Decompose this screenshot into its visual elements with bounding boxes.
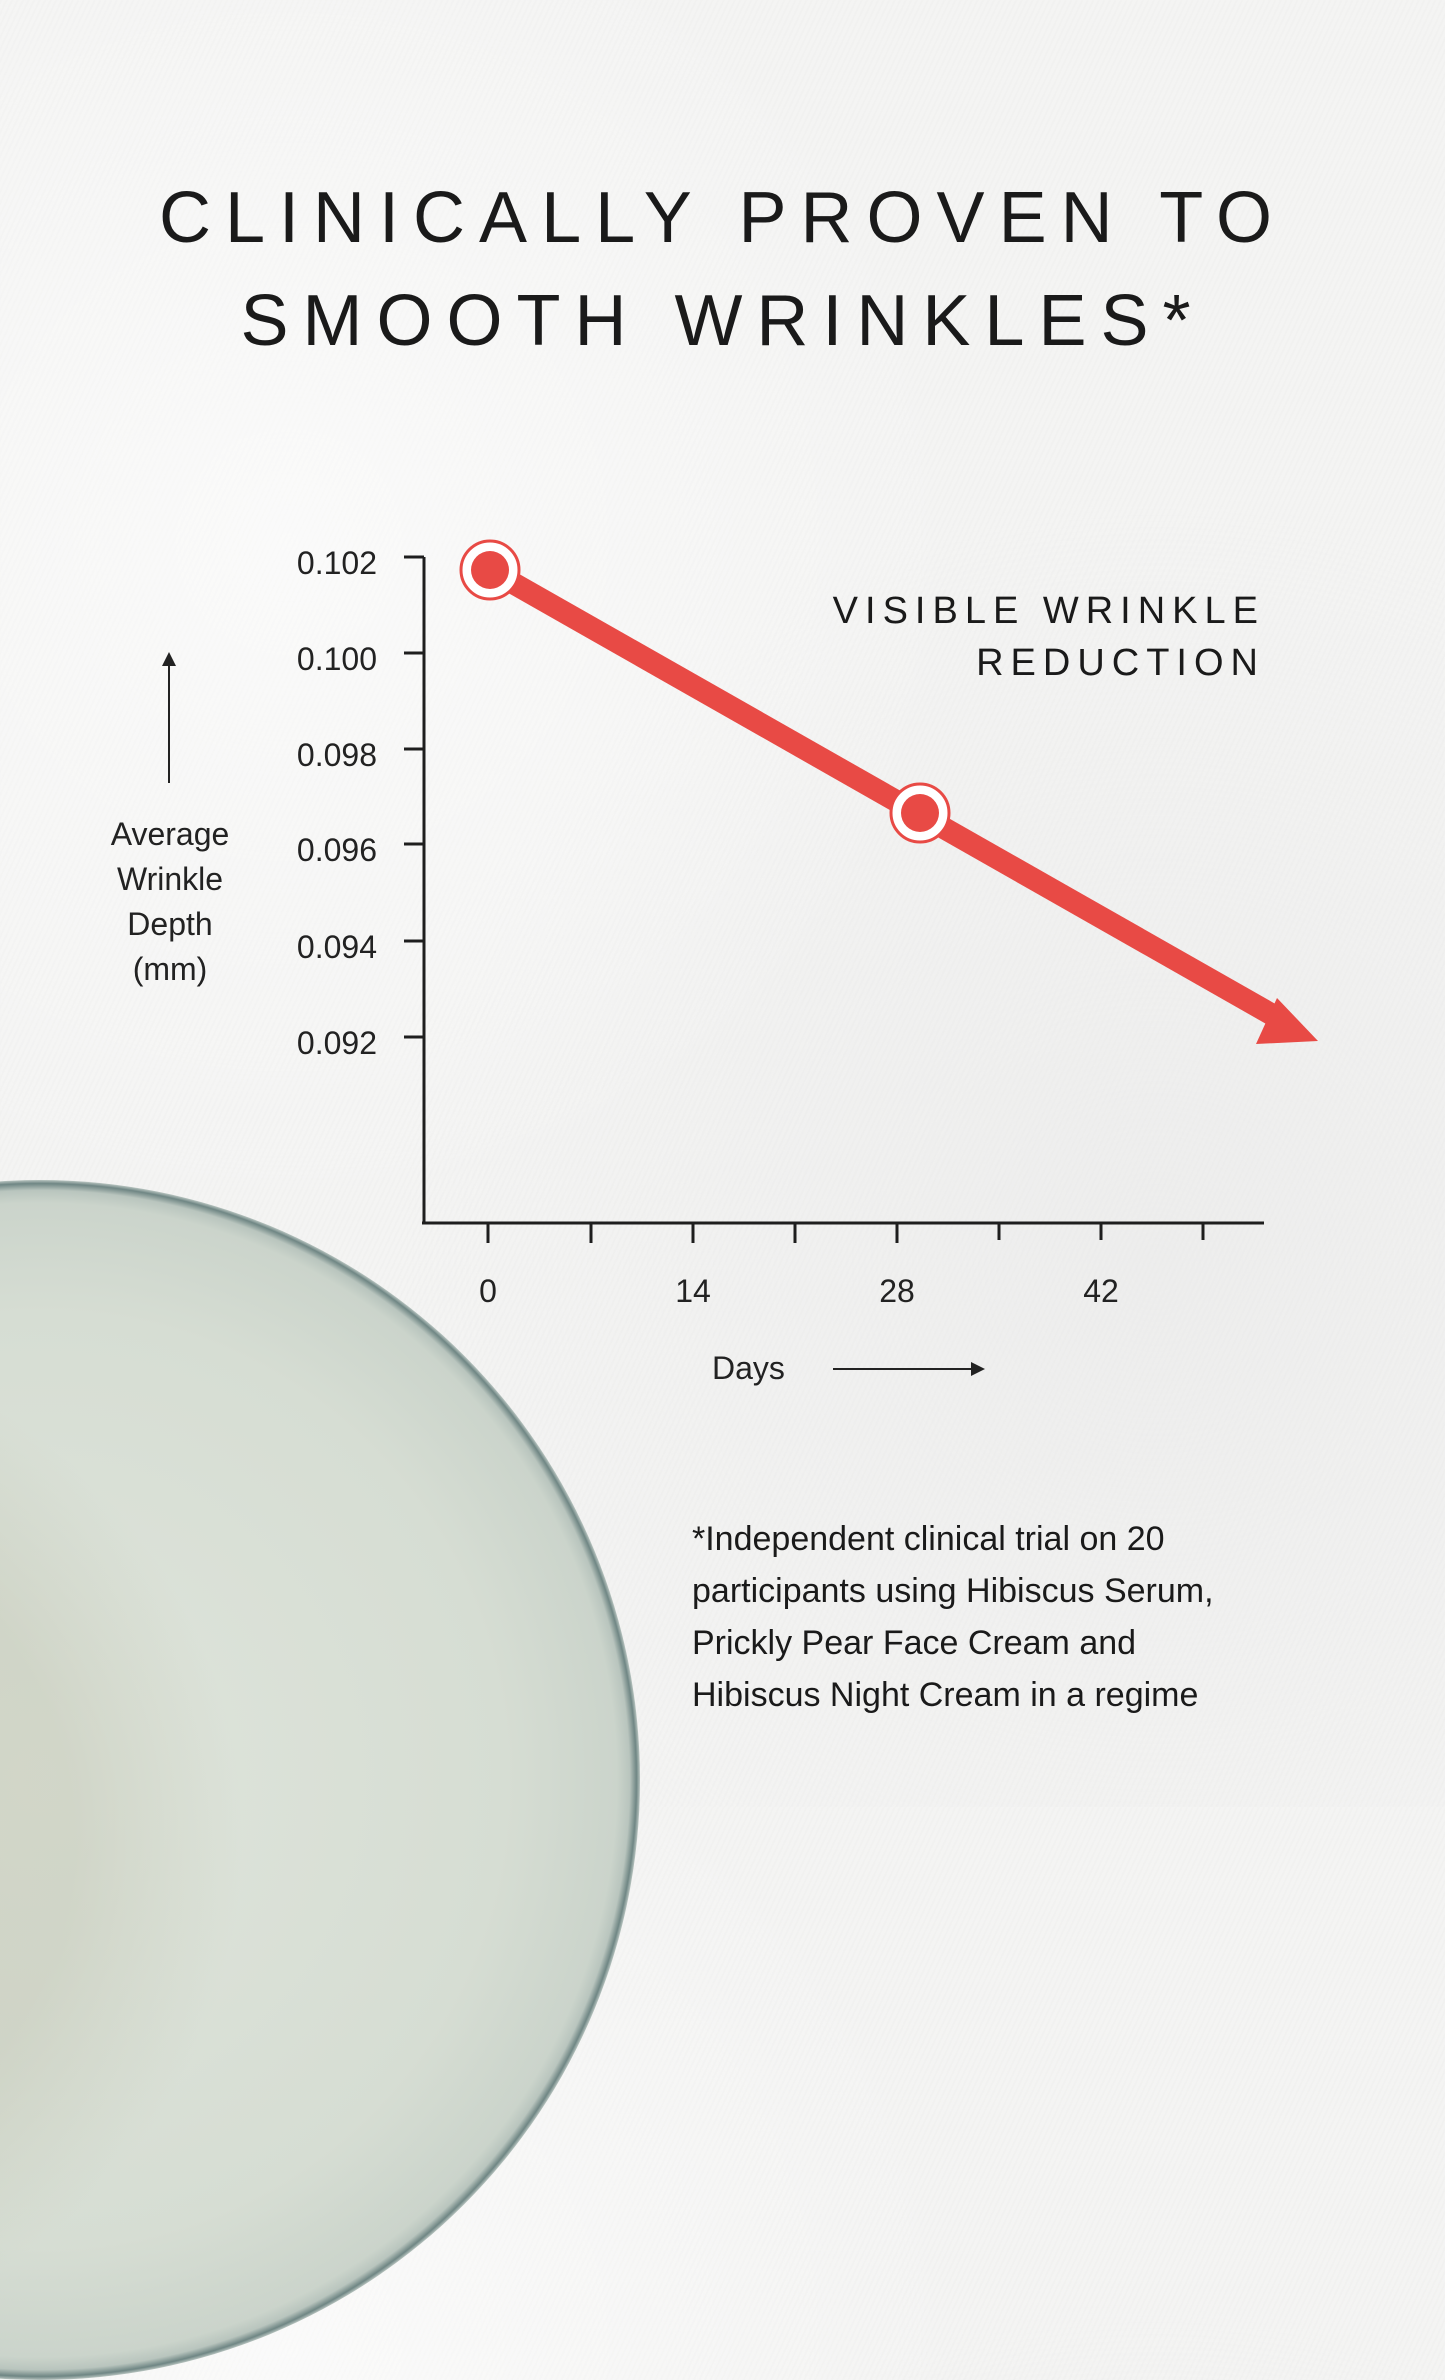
y-axis-label-line: Wrinkle <box>116 861 224 897</box>
trend-arrowhead-icon <box>1256 998 1318 1044</box>
annotation-line: VISIBLE WRINKLE <box>832 590 1265 632</box>
x-tick-label: 14 <box>675 1273 711 1309</box>
x-tick-label: 42 <box>1083 1273 1119 1309</box>
footnote-line: Prickly Pear Face Cream and <box>692 1624 1137 1662</box>
y-axis-arrow-icon <box>162 652 176 783</box>
y-axis-label-line: (mm) <box>132 951 208 987</box>
y-axis-label: Average Wrinkle Depth (mm) <box>80 812 260 992</box>
y-tick-label: 0.102 <box>296 545 377 581</box>
y-tick-label: 0.092 <box>296 1025 377 1061</box>
y-tick-label: 0.094 <box>296 929 377 965</box>
footnote-line: Hibiscus Night Cream in a regime <box>692 1676 1199 1714</box>
chart-axes <box>404 555 1264 1243</box>
x-axis-label: Days <box>712 1350 785 1386</box>
data-point-day-30 <box>889 782 951 844</box>
footnote-line: participants using Hibiscus Serum, <box>692 1572 1214 1610</box>
y-axis-label-line: Average <box>110 816 230 852</box>
trend-line <box>484 560 1318 1044</box>
footnote: *Independent clinical trial on 20 partic… <box>692 1513 1372 1721</box>
annotation-line: REDUCTION <box>976 642 1265 684</box>
page-title-line2: SMOOTH WRINKLES* <box>240 281 1205 361</box>
chart-annotation: VISIBLE WRINKLE REDUCTION <box>833 585 1265 689</box>
data-point-day-0 <box>459 539 521 601</box>
page-title-line1: CLINICALLY PROVEN TO <box>159 178 1286 258</box>
y-tick-label: 0.100 <box>296 641 377 677</box>
y-tick-label: 0.096 <box>296 832 377 868</box>
y-axis-label-line: Depth <box>127 906 213 942</box>
x-tick-label: 28 <box>879 1273 915 1309</box>
y-tick-label: 0.098 <box>296 737 377 773</box>
line-chart <box>162 539 1318 1376</box>
x-tick-label: 0 <box>479 1273 497 1309</box>
x-axis-arrow-icon <box>833 1362 985 1376</box>
footnote-line: *Independent clinical trial on 20 <box>692 1520 1165 1558</box>
